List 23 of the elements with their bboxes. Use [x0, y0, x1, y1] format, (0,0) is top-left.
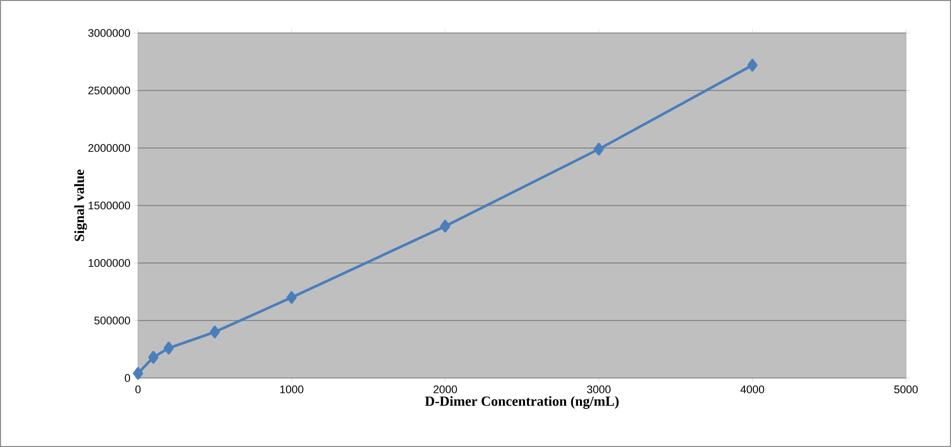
y-tick-label: 500000 — [94, 316, 130, 324]
point — [148, 350, 158, 364]
y-tick-label: 1000000 — [88, 259, 130, 267]
point — [286, 291, 297, 304]
point — [440, 220, 450, 232]
y-tick-label: 2000000 — [88, 144, 130, 152]
y-tick-label: 1500000 — [88, 202, 130, 210]
y-axis-title: Signal value — [74, 170, 87, 241]
point — [747, 58, 758, 72]
point — [594, 142, 604, 156]
y-tick-label: 2500000 — [88, 86, 130, 94]
x-tick-label: 3000 — [587, 386, 611, 394]
point — [210, 326, 220, 338]
x-tick-label: 0 — [135, 386, 141, 394]
point — [164, 342, 174, 354]
x-tick-label: 2000 — [434, 386, 457, 394]
y-tick-label: 3000000 — [88, 29, 130, 37]
x-axis-title: D-Dimer Concentration (ng/mL) — [425, 396, 619, 409]
x-tick-label: 5000 — [894, 386, 918, 394]
x-tick-label: 4000 — [740, 386, 764, 394]
point — [132, 367, 144, 380]
y-tick-label: 0 — [124, 374, 130, 382]
x-tick-label: 1000 — [280, 386, 304, 394]
